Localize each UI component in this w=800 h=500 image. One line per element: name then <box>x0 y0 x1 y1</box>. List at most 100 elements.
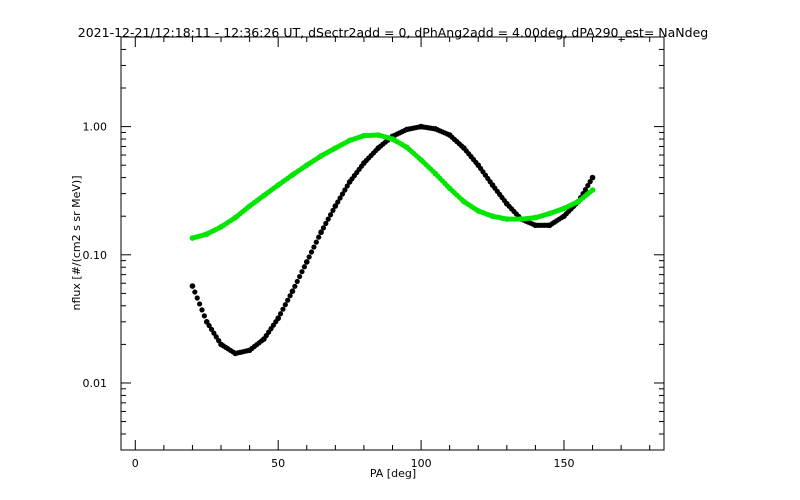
plot-frame <box>120 36 665 451</box>
data-point <box>346 179 353 185</box>
series-trail-dot <box>294 278 300 285</box>
series-trail-dot <box>306 254 312 260</box>
data-point <box>203 231 210 237</box>
data-point <box>189 235 196 241</box>
series-trail-dot <box>196 301 203 307</box>
series-trail-dot <box>199 307 205 313</box>
data-point <box>261 336 267 342</box>
data-point <box>446 132 453 138</box>
series-trail-dot <box>344 183 350 189</box>
data-point <box>232 350 239 357</box>
series-trail-dot <box>277 311 284 317</box>
x-tick-label: 50 <box>271 457 285 470</box>
data-point <box>218 224 224 230</box>
data-point <box>218 341 224 348</box>
y-tick-label: 1.00 <box>83 121 108 134</box>
series-trail-dot <box>192 289 198 295</box>
series-trail-dot <box>320 225 327 231</box>
data-point <box>589 187 596 193</box>
data-point <box>446 185 453 192</box>
series-trail-dot <box>208 326 215 332</box>
axis-ticks <box>121 36 664 451</box>
data-point <box>532 222 539 229</box>
data-point <box>546 222 553 229</box>
series-trail-dot <box>280 306 286 312</box>
series-trail-dot <box>301 264 307 270</box>
series-trail-dot <box>308 249 315 255</box>
data-point <box>361 160 367 166</box>
series-trail-dot <box>585 183 591 189</box>
data-point <box>532 214 539 221</box>
series-trail-dot <box>201 313 207 319</box>
data-point <box>375 145 382 151</box>
data-point <box>589 174 596 181</box>
data-point <box>289 172 296 178</box>
data-point <box>303 259 310 265</box>
series-trail-dot <box>335 199 341 205</box>
data-point <box>575 198 582 205</box>
data-point <box>318 229 324 236</box>
series-1 <box>189 132 596 241</box>
series-trail-dot <box>287 293 293 299</box>
series-trail-dot <box>337 195 343 201</box>
x-tick-label: 0 <box>132 457 139 470</box>
data-point <box>246 203 253 209</box>
data-point <box>432 170 439 177</box>
data-point <box>418 157 424 163</box>
data-point <box>461 198 467 205</box>
data-point <box>504 200 510 207</box>
data-point <box>489 182 496 188</box>
data-point <box>418 123 424 130</box>
series-trail-dot <box>311 244 317 250</box>
axis-tick-labels: 0 50 100 150 0.01 0.10 1.00 <box>83 121 575 470</box>
data-point <box>461 145 467 151</box>
data-point <box>346 137 353 144</box>
series-trail-dot <box>211 330 217 336</box>
series-trail-dot <box>587 179 593 185</box>
series-0 <box>189 123 596 357</box>
y-axis-label: nflux [#/(cm2 s sr MeV)] <box>70 176 83 311</box>
data-point <box>275 182 281 188</box>
x-tick-label: 100 <box>411 457 432 470</box>
series-trail-dot <box>327 212 334 218</box>
series-trail-dot <box>282 302 288 308</box>
data-point <box>332 145 339 151</box>
series-trail-dot <box>316 234 322 240</box>
data-point <box>232 214 239 221</box>
series-trail-dot <box>299 269 305 275</box>
chart-title: 2021-12-21/12:18:11 - 12:36:26 UT, dSect… <box>78 25 708 40</box>
data-point <box>375 132 382 138</box>
series-trail-dot <box>323 220 329 227</box>
data-point <box>275 315 281 322</box>
data-point <box>318 153 324 159</box>
series-trail-dot <box>285 297 291 303</box>
series-trail-dot <box>292 283 298 289</box>
y-tick-label: 0.01 <box>83 377 108 390</box>
series-trail-dot <box>582 187 589 193</box>
data-point <box>203 319 210 325</box>
data-point <box>561 213 567 219</box>
series-trail-dot <box>339 191 346 197</box>
series-trail-dot <box>325 216 331 222</box>
data-point <box>518 216 524 222</box>
series-trail-dot <box>194 295 200 301</box>
data-point <box>403 144 410 151</box>
data-point <box>389 136 396 142</box>
data-point <box>261 192 267 199</box>
data-point <box>189 283 196 289</box>
series-trail-dot <box>213 334 219 340</box>
data-point <box>561 205 567 212</box>
data-point <box>303 162 310 168</box>
y-tick-label: 0.10 <box>83 249 108 262</box>
data-point <box>403 126 410 133</box>
series-trail-dot <box>330 207 336 214</box>
data-point <box>246 347 253 354</box>
data-point <box>489 213 496 219</box>
series-trail-dot <box>313 239 319 245</box>
data-point <box>432 126 439 132</box>
data-point <box>475 208 482 214</box>
data-point <box>475 162 482 168</box>
series-trail-dot <box>297 273 303 280</box>
series-trail-dot <box>342 187 348 193</box>
